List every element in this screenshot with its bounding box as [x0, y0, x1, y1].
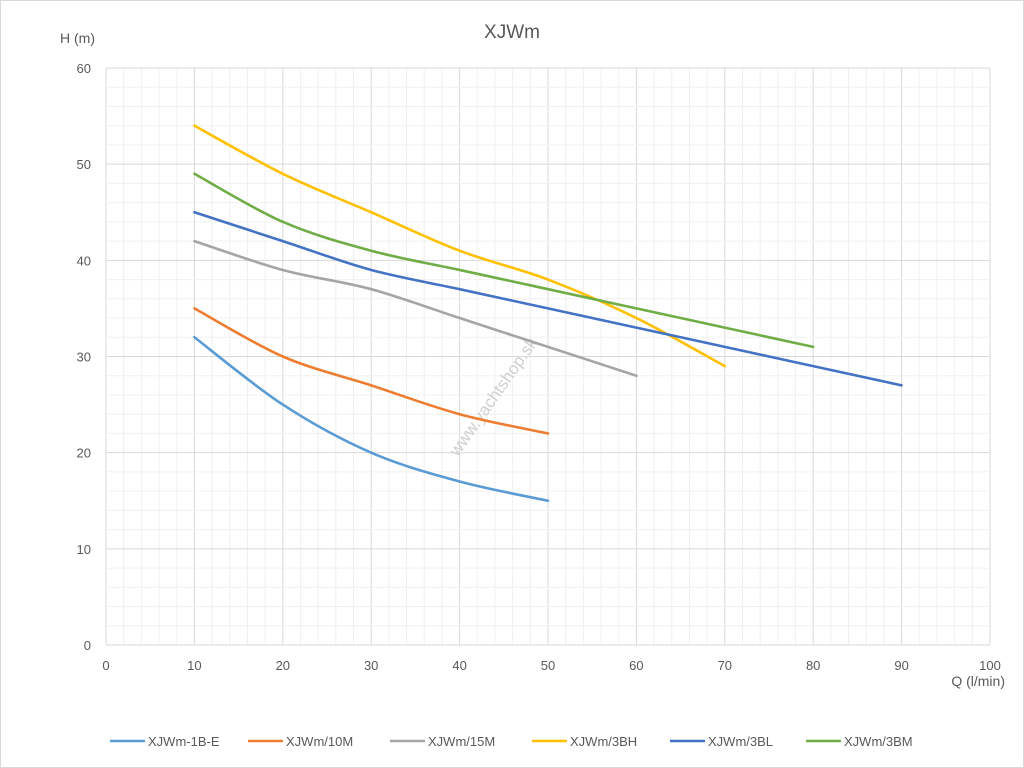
y-tick-label: 10 [77, 542, 91, 557]
x-tick-label: 80 [806, 658, 820, 673]
series-line-xjwm-3bm [193, 172, 815, 349]
series-line-xjwm-10m [193, 307, 550, 435]
y-tick-label: 0 [84, 638, 91, 653]
series-line-xjwm-1b-e [193, 335, 550, 503]
y-tick-label: 50 [77, 157, 91, 172]
y-tick-label: 60 [77, 61, 91, 76]
y-tick-label: 40 [77, 253, 91, 268]
y-axis-label: H (m) [60, 30, 95, 46]
legend-label: XJWm/3BM [844, 734, 913, 749]
gridlines [105, 67, 991, 646]
legend-label: XJWm/3BL [708, 734, 773, 749]
x-tick-label: 20 [276, 658, 290, 673]
y-tick-label: 30 [77, 350, 91, 365]
x-tick-label: 10 [187, 658, 201, 673]
legend-label: XJWm/3BH [570, 734, 637, 749]
legend: XJWm-1B-E XJWm/10M XJWm/15M XJWm/3BH XJWm/3B… [110, 734, 913, 749]
legend-label: XJWm/15M [428, 734, 495, 749]
x-tick-label: 60 [629, 658, 643, 673]
series-lines [193, 124, 903, 503]
series-line-xjwm-15m [193, 239, 638, 378]
x-tick-label: 30 [364, 658, 378, 673]
legend-label: XJWm-1B-E [148, 734, 220, 749]
x-tick-label: 50 [541, 658, 555, 673]
y-tick-label: 20 [77, 446, 91, 461]
legend-label: XJWm/10M [286, 734, 353, 749]
x-tick-label: 70 [718, 658, 732, 673]
x-tick-label: 90 [894, 658, 908, 673]
x-tick-label: 0 [102, 658, 109, 673]
tick-labels: 0 10 20 30 40 50 60 70 80 90 100 0 10 20 30 40 50 60 [77, 61, 1001, 673]
x-axis-label: Q (l/min) [951, 673, 1005, 689]
x-tick-label: 100 [979, 658, 1001, 673]
chart-title: XJWm [484, 22, 540, 43]
x-tick-label: 40 [452, 658, 466, 673]
